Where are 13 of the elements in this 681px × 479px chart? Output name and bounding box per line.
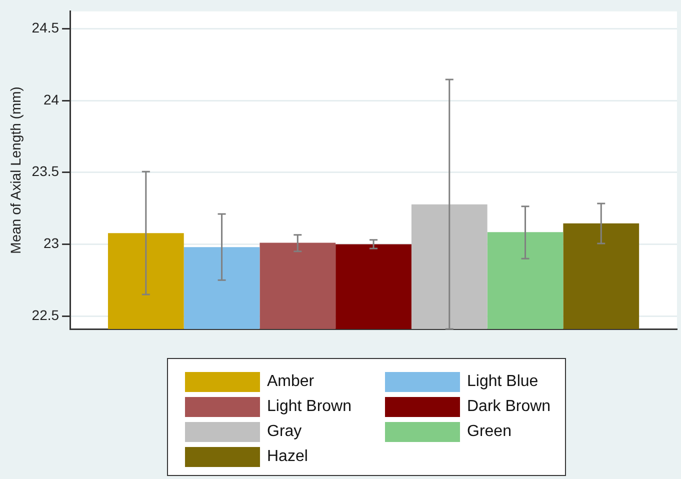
- y-axis-title: Mean of Axial Length (mm): [7, 86, 24, 254]
- legend-label: Light Blue: [467, 373, 538, 391]
- legend-label: Amber: [267, 373, 314, 391]
- legend-label: Gray: [267, 423, 302, 441]
- legend-label: Dark Brown: [467, 398, 551, 416]
- y-tick-label: 23: [43, 235, 60, 252]
- legend-label: Hazel: [267, 448, 308, 466]
- y-tick-label: 23.5: [32, 163, 60, 180]
- legend-label: Light Brown: [267, 398, 352, 416]
- y-tick-label: 24: [43, 91, 60, 108]
- legend-label: Green: [467, 423, 512, 441]
- y-tick-label: 22.5: [32, 306, 60, 323]
- y-tick-label: 24.5: [32, 20, 60, 36]
